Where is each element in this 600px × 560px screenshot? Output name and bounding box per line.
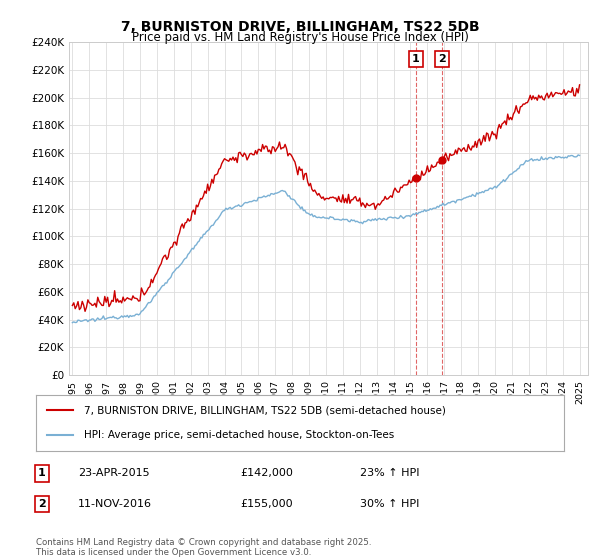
Text: 30% ↑ HPI: 30% ↑ HPI [360, 499, 419, 509]
Text: 2: 2 [38, 499, 46, 509]
Text: 2: 2 [438, 54, 446, 64]
Text: 1: 1 [38, 468, 46, 478]
Text: 7, BURNISTON DRIVE, BILLINGHAM, TS22 5DB (semi-detached house): 7, BURNISTON DRIVE, BILLINGHAM, TS22 5DB… [83, 405, 445, 416]
Text: £142,000: £142,000 [240, 468, 293, 478]
Text: Price paid vs. HM Land Registry's House Price Index (HPI): Price paid vs. HM Land Registry's House … [131, 31, 469, 44]
Text: £155,000: £155,000 [240, 499, 293, 509]
Text: 23% ↑ HPI: 23% ↑ HPI [360, 468, 419, 478]
Text: 7, BURNISTON DRIVE, BILLINGHAM, TS22 5DB: 7, BURNISTON DRIVE, BILLINGHAM, TS22 5DB [121, 20, 479, 34]
Text: 11-NOV-2016: 11-NOV-2016 [78, 499, 152, 509]
Text: Contains HM Land Registry data © Crown copyright and database right 2025.
This d: Contains HM Land Registry data © Crown c… [36, 538, 371, 557]
Text: 23-APR-2015: 23-APR-2015 [78, 468, 149, 478]
Text: HPI: Average price, semi-detached house, Stockton-on-Tees: HPI: Average price, semi-detached house,… [83, 430, 394, 440]
Text: 1: 1 [412, 54, 419, 64]
